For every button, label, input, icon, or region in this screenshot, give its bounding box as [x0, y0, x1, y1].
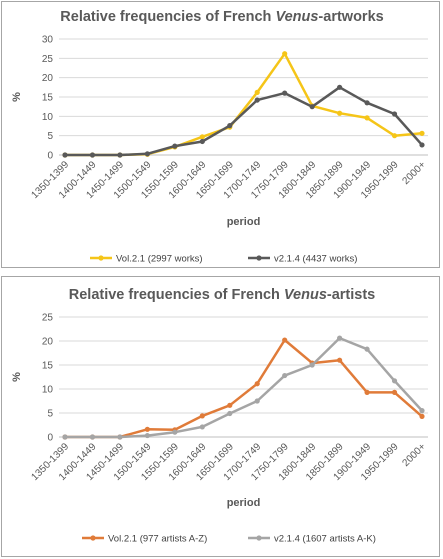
y-tick-label: 15 [42, 361, 54, 372]
x-tick-label: 2000+ [400, 441, 428, 469]
y-axis-label: % [11, 372, 23, 382]
y-tick-label: 10 [42, 385, 54, 396]
data-point [254, 97, 260, 103]
data-point [199, 413, 205, 419]
data-point [391, 133, 398, 139]
y-tick-label: 10 [42, 112, 54, 123]
data-point [282, 372, 288, 379]
data-point [391, 111, 398, 117]
data-point [199, 424, 205, 430]
legend-marker [256, 255, 262, 261]
chart-panel-artists: Relative frequencies of French Venus-art… [1, 276, 440, 557]
y-tick-label: 25 [42, 54, 54, 65]
data-point [254, 381, 260, 387]
legend-marker [90, 535, 96, 541]
data-point [62, 152, 68, 158]
data-point [337, 357, 343, 363]
data-point [172, 429, 178, 435]
data-point [419, 142, 425, 148]
legend-entry: v2.1.4 (4437 works) [274, 254, 357, 265]
y-tick-label: 25 [42, 313, 54, 324]
data-point [144, 432, 150, 439]
data-point [89, 152, 96, 158]
y-tick-label: 5 [47, 409, 53, 420]
legend-marker [98, 255, 104, 261]
data-point [199, 134, 205, 140]
data-point [89, 434, 96, 440]
data-point [364, 389, 370, 395]
data-point [282, 337, 288, 343]
data-point [144, 151, 150, 157]
series-line-2 [65, 336, 423, 439]
chart-panel-artworks: Relative frequencies of French Venus-art… [1, 1, 440, 268]
data-point [419, 130, 425, 136]
data-point [419, 413, 425, 419]
y-tick-label: 20 [42, 337, 54, 348]
y-axis-label: % [11, 92, 23, 102]
data-point [227, 402, 233, 408]
legend-entry: Vol.2.1 (977 artists A-Z) [108, 534, 207, 545]
data-point [227, 410, 233, 417]
data-point [337, 110, 343, 116]
data-point [419, 408, 425, 414]
data-point [62, 434, 68, 440]
data-point [391, 389, 398, 395]
y-tick-label: 0 [47, 151, 53, 162]
y-tick-label: 20 [42, 73, 54, 84]
x-axis-label: period [227, 497, 261, 509]
data-point [117, 152, 123, 158]
y-tick-label: 30 [42, 35, 54, 46]
x-tick-label: 2000+ [400, 159, 428, 187]
chart-title: Relative frequencies of French Venus-art… [69, 287, 376, 303]
data-point [172, 143, 178, 149]
x-axis-label: period [227, 216, 261, 228]
chart-title: Relative frequencies of French Venus-art… [60, 9, 383, 25]
data-point [364, 115, 370, 121]
data-point [282, 90, 288, 96]
chart-artists: Relative frequencies of French Venus-art… [11, 287, 428, 545]
y-tick-label: 0 [47, 433, 53, 444]
legend-marker [256, 535, 262, 541]
y-tick-label: 5 [47, 131, 53, 142]
y-tick-label: 15 [42, 93, 54, 104]
data-point [309, 104, 315, 110]
data-point [117, 434, 123, 440]
data-point [254, 398, 260, 404]
legend-entry: Vol.2.1 (2997 works) [116, 254, 203, 265]
data-point [337, 335, 343, 341]
data-point [391, 378, 398, 384]
data-point [144, 426, 150, 432]
series-line-2 [65, 86, 423, 157]
data-point [364, 100, 370, 106]
data-point [199, 138, 205, 145]
data-point [282, 51, 288, 57]
legend-entry: v2.1.4 (1607 artists A-K) [274, 534, 376, 545]
chart-artworks: Relative frequencies of French Venus-art… [11, 9, 428, 265]
data-point [364, 346, 370, 352]
data-point [309, 362, 315, 368]
data-point [254, 89, 260, 95]
data-point [227, 123, 233, 129]
data-point [337, 84, 343, 90]
